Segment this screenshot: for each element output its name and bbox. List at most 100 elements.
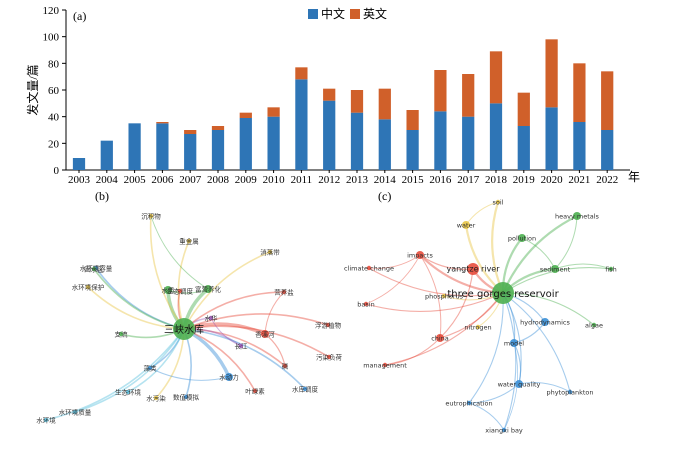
network-edge (74, 328, 185, 413)
x-tick-label: 2019 (513, 174, 536, 186)
network-edge (183, 325, 330, 358)
network-edge (183, 328, 286, 367)
network-c: three gorges reservoir yangtze river impac… (344, 199, 617, 435)
network-node-label: 水库调度 (292, 385, 319, 394)
network-node-label: pollution (508, 235, 536, 243)
network-edge (384, 292, 504, 366)
network-node (282, 363, 288, 369)
bar-2021-中文 (573, 122, 586, 170)
network-edge (149, 367, 230, 381)
legend-label-en: 英文 (363, 6, 387, 21)
bar-2014-英文 (378, 88, 391, 120)
bar-2020-英文 (545, 39, 558, 108)
network-edge (183, 313, 329, 330)
network-edge (468, 402, 505, 431)
network-node-label: three gorges reservoir (447, 289, 559, 300)
x-tick-label: 2016 (429, 174, 452, 186)
network-node (153, 395, 159, 401)
network-node-label: 磷 (282, 362, 289, 371)
network-edge (150, 215, 209, 290)
network-node (325, 322, 331, 328)
network-node-label: 污染负荷 (316, 353, 343, 362)
network-node-label: climate change (344, 265, 394, 273)
network-edge (264, 291, 285, 335)
x-tick-label: 2006 (151, 174, 174, 186)
network-node-label: 生态环境 (115, 388, 142, 397)
bar-2007-英文 (184, 130, 197, 134)
bar-2017-英文 (462, 74, 475, 117)
network-edge (149, 215, 185, 330)
network-edge (183, 291, 285, 330)
network-edge (502, 292, 571, 393)
network-node-label: 重金属 (179, 237, 199, 246)
x-tick-label: 2022 (596, 174, 618, 186)
bar-2019-中文 (517, 126, 530, 170)
network-node (85, 284, 91, 290)
network-edge (368, 254, 421, 269)
network-edge (365, 254, 421, 305)
network-node-label: xiangxi bay (485, 427, 523, 435)
x-tick-label: 2010 (263, 174, 286, 186)
network-node-label: 消落带 (260, 248, 280, 257)
network-edge (183, 251, 271, 330)
network-edge (384, 337, 441, 366)
bar-2008-英文 (211, 126, 225, 130)
network-node-label: 支流 (115, 330, 129, 339)
network-node (567, 389, 573, 395)
bar-2013-英文 (350, 90, 364, 113)
bar-2022-中文 (601, 130, 614, 170)
network-node-label: 水污染 (146, 394, 166, 403)
network-node-label: heavy metals (555, 213, 600, 221)
network-nodes: three gorges reservoir yangtze river impac… (344, 199, 617, 435)
network-node-label: 浮游植物 (315, 321, 342, 330)
network-node-label: phosphorus (425, 293, 464, 301)
network-node (608, 266, 614, 272)
bar-2006-英文 (156, 122, 169, 124)
y-axis-label: 发文量/篇 (25, 64, 40, 115)
network-node-label: 营养盐 (274, 288, 294, 297)
panel-label-c: (c) (378, 189, 391, 203)
x-tick-label: 2012 (318, 174, 340, 186)
network-node (591, 322, 597, 328)
bar-2013-中文 (350, 112, 364, 170)
network-node (91, 266, 97, 272)
network-node (573, 212, 581, 220)
network-node (43, 417, 49, 423)
network-node-label: 藻类 (144, 364, 158, 373)
network-node-label: nitrogen (464, 324, 491, 332)
network-node (164, 286, 172, 294)
x-tick-label: 2011 (291, 174, 313, 186)
network-node-label: 生态调度 (167, 287, 194, 296)
network-node-label: model (504, 340, 524, 348)
network-node-label: 三峡水库 (164, 323, 204, 336)
network-node (281, 289, 287, 295)
network-node (475, 324, 481, 330)
x-tick-label: 2009 (235, 174, 258, 186)
bar-2005-中文 (128, 123, 141, 170)
network-node (518, 234, 526, 242)
x-tick-label: 2013 (346, 174, 369, 186)
chart-legend: 中文 英文 (308, 6, 387, 21)
network-edge (210, 317, 242, 347)
x-tick-label: 2004 (96, 174, 119, 186)
network-node-label: china (431, 335, 449, 343)
y-tick-label: 80 (48, 58, 60, 70)
network-edge (503, 342, 518, 431)
network-node-label: 水环境保护 (72, 283, 105, 292)
network-node (147, 365, 153, 371)
network-node (495, 199, 501, 205)
network-node-label: impacts (407, 252, 433, 260)
x-tick-label: 2015 (402, 174, 425, 186)
network-node-label: 水动力 (219, 373, 239, 382)
x-tick-label: 2017 (457, 174, 480, 186)
network-node-label: 叶绿素 (245, 387, 265, 396)
network-node (441, 293, 447, 299)
network-edge (368, 267, 504, 297)
network-node (551, 265, 559, 273)
x-tick-label: 2021 (568, 174, 590, 186)
bar-2011-英文 (295, 67, 308, 80)
network-node (416, 251, 424, 259)
